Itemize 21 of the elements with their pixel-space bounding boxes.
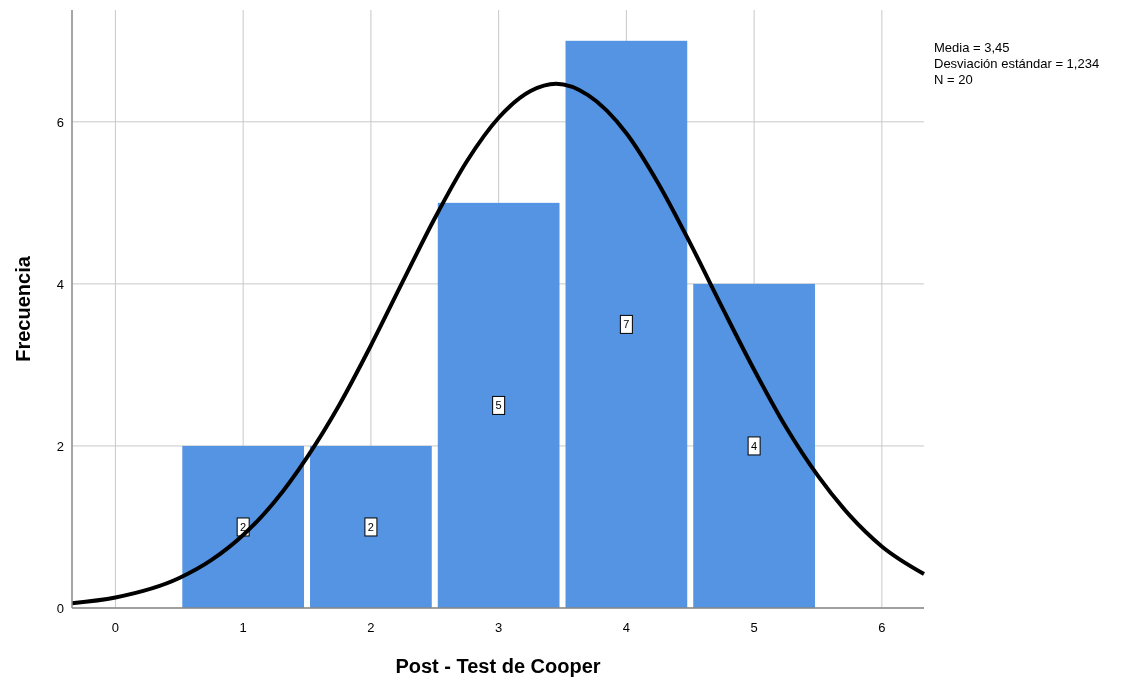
data-label: 4 [751,439,758,452]
data-label: 2 [367,520,374,533]
text: Media = 3,45 [934,40,1010,55]
data-label: 2 [240,520,247,533]
x-tick-label: 0 [111,620,120,635]
y-axis-title: Frecuencia [12,255,34,362]
x-tick-label: 1 [239,620,247,635]
text: Desviación estándar = 1,234 [934,56,1100,71]
y-tick-label: 0 [56,601,64,616]
text: N = 20 [934,72,973,87]
x-tick-label: 4 [622,620,630,635]
y-tick-label: 4 [56,276,64,292]
x-tick-label: 2 [367,620,375,635]
x-tick-label: 3 [495,620,503,635]
y-tick-label: 6 [56,114,64,130]
x-tick-label: 5 [750,620,758,635]
x-tick-label: 6 [878,620,886,635]
x-axis-title: Post - Test de Cooper [395,655,601,677]
data-label: 5 [495,399,502,412]
y-tick-label: 2 [56,438,64,454]
data-label: 7 [623,318,630,331]
